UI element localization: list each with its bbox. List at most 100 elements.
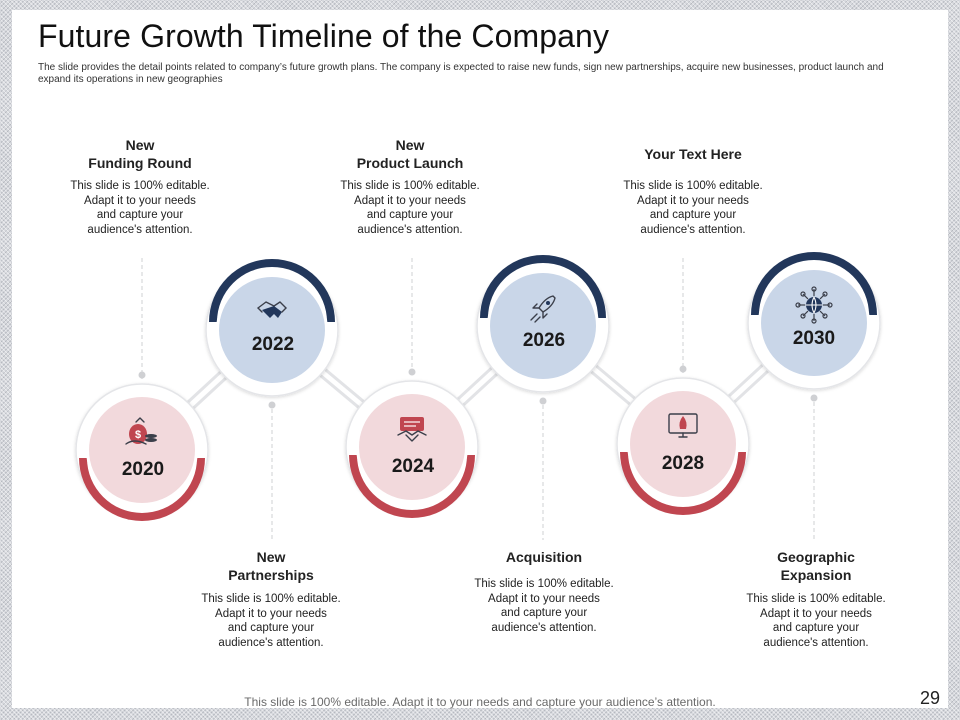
milestone-title-line: Your Text Here [644, 146, 742, 162]
node-fill [630, 391, 736, 497]
icon-dollar: $ [135, 429, 141, 441]
description-line: and capture your [227, 622, 315, 634]
milestone-title-line: New [125, 137, 155, 153]
timeline-node-2022 [205, 259, 339, 397]
page-title: Future Growth Timeline of the Company [38, 18, 610, 54]
icon-stroke [135, 417, 145, 423]
description-line: This slide is 100% editable. [340, 180, 480, 192]
description-line: Adapt it to your needs [354, 194, 466, 207]
globe-network-icon [795, 286, 833, 324]
leader-dot [138, 371, 146, 379]
description-line: and capture your [772, 622, 860, 634]
milestone-description-2020: This slide is 100% editable. Adapt it to… [45, 179, 235, 237]
description-line: and capture your [366, 209, 454, 221]
node-half-ring [480, 255, 606, 318]
icon-bag [129, 424, 147, 444]
icon-rocket [679, 416, 687, 429]
icon-node [800, 313, 806, 319]
timeline-leader-lines [138, 258, 818, 540]
year-label-2020: 2020 [121, 459, 165, 480]
description-line: and capture your [649, 209, 737, 221]
node-half-ring [79, 458, 205, 521]
icon-spoke [819, 293, 826, 300]
year-label-2028: 2028 [661, 453, 705, 474]
timeline-node-2026 [476, 255, 610, 393]
description-line: This slide is 100% editable. [70, 180, 210, 192]
icon-hands [397, 430, 427, 442]
icon-node [811, 286, 817, 292]
icon-spoke [819, 310, 826, 317]
monitor-rocket-icon [668, 413, 698, 438]
money-bag-icon: $ [125, 417, 157, 445]
node-half-ring [349, 455, 475, 518]
icon-window [546, 301, 550, 305]
milestone-description-2026: This slide is 100% editable. Adapt it to… [449, 577, 639, 635]
timeline-node-2030 [747, 252, 881, 390]
milestone-title-2028: Your Text Here [598, 145, 788, 163]
icon-stand [678, 432, 688, 438]
milestone-title-2022: New Partnerships [176, 548, 366, 584]
footer-note: This slide is 100% editable. Adapt it to… [244, 695, 716, 709]
milestone-title-line: New [256, 549, 286, 565]
description-line: audience's attention. [763, 636, 869, 649]
year-label-2030: 2030 [792, 328, 836, 349]
icon-fins [532, 303, 548, 319]
milestone-title-line: Funding Round [88, 155, 192, 171]
milestone-title-2030: Geographic Expansion [721, 548, 911, 584]
handshake-icon [257, 301, 287, 318]
description-line: Adapt it to your needs [760, 607, 872, 620]
description-line: Adapt it to your needs [84, 194, 196, 207]
description-line: audience's attention. [218, 636, 324, 649]
icon-node [827, 302, 833, 308]
icon-document [400, 417, 424, 431]
icon-node [822, 313, 828, 319]
icon-node [800, 291, 806, 297]
description-line: This slide is 100% editable. [201, 593, 341, 605]
year-label-2026: 2026 [522, 330, 566, 351]
milestone-title-2026: Acquisition [449, 548, 639, 566]
description-line: Adapt it to your needs [488, 592, 600, 605]
icon-node [811, 318, 817, 324]
timeline-node-2024 [345, 380, 479, 518]
icon-stroke [257, 307, 287, 313]
page-number: 29 [920, 688, 941, 708]
milestone-title-line: Partnerships [228, 567, 314, 583]
icon-spoke [802, 310, 809, 317]
milestone-title-2020: New Funding Round [45, 136, 235, 172]
icon-hand [125, 440, 147, 445]
leader-dot [539, 397, 547, 405]
icon-hands [262, 306, 282, 318]
description-line: and capture your [96, 209, 184, 221]
timeline-node-2020: $ [75, 383, 209, 521]
milestone-title-line: Acquisition [505, 549, 583, 565]
description-line: audience's attention. [640, 223, 746, 236]
milestone-description-2024: This slide is 100% editable. Adapt it to… [315, 179, 505, 237]
milestone-title-line: Expansion [780, 567, 852, 583]
description-line: This slide is 100% editable. [474, 578, 614, 590]
leader-dot [408, 368, 416, 376]
icon-spoke [802, 293, 809, 300]
icon-coin [145, 434, 157, 438]
icon-node [822, 291, 828, 297]
description-line: Adapt it to your needs [215, 607, 327, 620]
description-line: audience's attention. [87, 223, 193, 236]
leader-dot [679, 365, 687, 373]
description-line: Adapt it to your needs [637, 194, 749, 207]
description-line: This slide is 100% editable. [623, 180, 763, 192]
rocket-icon [530, 295, 556, 323]
icon-coin [145, 438, 157, 442]
icon-node [795, 302, 801, 308]
timeline-diagram: $ [75, 252, 881, 540]
node-fill [359, 394, 465, 500]
description-line: audience's attention. [357, 223, 463, 236]
node-fill [219, 277, 325, 383]
timeline-nodes: $ [75, 252, 881, 521]
leader-dot [268, 401, 276, 409]
year-label-2022: 2022 [251, 334, 295, 355]
timeline-node-2028 [616, 377, 750, 515]
page-subtitle: The slide provides the detail points rel… [38, 62, 884, 85]
description-line: audience's attention. [491, 621, 597, 634]
description-line: This slide is 100% editable. [746, 593, 886, 605]
node-half-ring [209, 259, 335, 322]
year-label-2024: 2024 [391, 456, 435, 477]
